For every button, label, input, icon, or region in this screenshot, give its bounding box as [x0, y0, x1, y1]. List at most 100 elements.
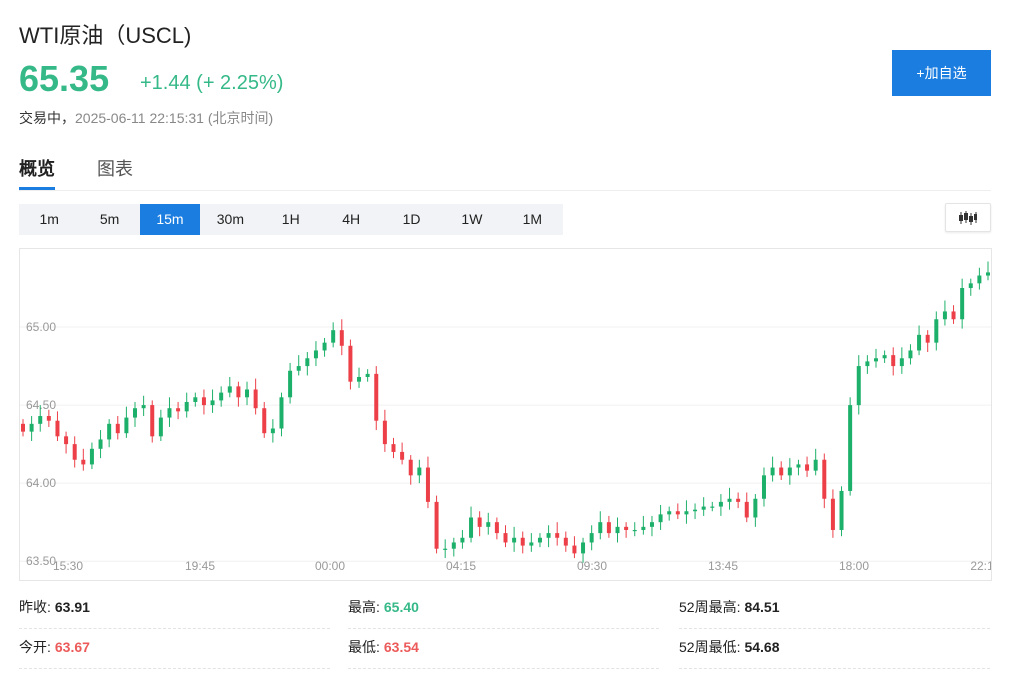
- period-15m[interactable]: 15m: [139, 204, 201, 235]
- candle: [977, 267, 982, 290]
- candle: [469, 506, 474, 543]
- candle: [865, 355, 870, 374]
- candle: [434, 495, 439, 554]
- candle: [796, 459, 801, 476]
- candle: [830, 489, 835, 538]
- candle: [779, 461, 784, 481]
- stat-label: 今开:: [19, 639, 51, 655]
- candle: [882, 350, 887, 363]
- stat-open: 今开: 63.67: [19, 629, 330, 669]
- chart-type-button[interactable]: [945, 203, 991, 232]
- tab-chart[interactable]: 图表: [97, 159, 133, 179]
- x-tick-label: 18:00: [839, 559, 869, 573]
- stat-label: 最低:: [348, 639, 380, 655]
- candle: [641, 515, 646, 535]
- tab-overview[interactable]: 概览: [19, 155, 55, 190]
- stat-52w-high: 52周最高: 84.51: [679, 589, 990, 629]
- price-chart[interactable]: 65.00 64.50 64.00 63.50 15:30 19:45 00:00 04:15…: [19, 248, 992, 581]
- period-4h[interactable]: 4H: [342, 211, 361, 227]
- candle: [89, 442, 94, 470]
- candle: [313, 341, 318, 367]
- candle: [813, 448, 818, 476]
- timestamp: 2025-06-11 22:15:31 (北京时间): [75, 110, 274, 126]
- trading-status: 交易中，2025-06-11 22:15:31 (北京时间): [19, 108, 273, 128]
- stat-value: 54.68: [744, 639, 780, 655]
- period-1h[interactable]: 1H: [281, 211, 300, 227]
- period-1w[interactable]: 1W: [461, 211, 483, 227]
- period-1m[interactable]: 1m: [39, 211, 59, 227]
- candle: [339, 319, 344, 356]
- candle: [667, 506, 672, 521]
- period-1d[interactable]: 1D: [402, 211, 421, 227]
- candle: [400, 442, 405, 465]
- candle: [365, 369, 370, 382]
- candle: [693, 503, 698, 520]
- candle: [72, 436, 77, 468]
- candle: [736, 492, 741, 509]
- candle: [873, 348, 878, 368]
- candle: [176, 401, 181, 420]
- candle: [701, 497, 706, 516]
- candle: [391, 437, 396, 459]
- candle: [348, 339, 353, 390]
- y-tick-label: 65.00: [26, 320, 56, 334]
- candle: [555, 522, 560, 546]
- candle: [529, 533, 534, 552]
- candle: [839, 486, 844, 537]
- candle: [546, 525, 551, 548]
- candle: [382, 409, 387, 452]
- candle: [417, 459, 422, 484]
- x-tick-label: 04:15: [446, 559, 476, 573]
- period-selector: 1m 5m 15m 30m 1H 4H 1D 1W 1M: [19, 204, 563, 235]
- y-tick-label: 63.50: [26, 554, 56, 568]
- candle: [494, 517, 499, 540]
- x-tick-label: 22:1: [970, 559, 992, 573]
- candle: [563, 531, 568, 552]
- candle: [856, 355, 861, 415]
- candle: [322, 337, 327, 357]
- candle: [55, 411, 60, 441]
- candle: [107, 419, 112, 448]
- candle: [408, 455, 413, 485]
- candle: [201, 389, 206, 415]
- candle: [460, 529, 465, 549]
- stat-label: 52周最高:: [679, 599, 741, 615]
- candle: [537, 533, 542, 548]
- candle: [253, 378, 258, 415]
- candle: [141, 395, 146, 417]
- candle: [503, 525, 508, 548]
- x-tick-label: 13:45: [708, 559, 738, 573]
- period-1mo[interactable]: 1M: [522, 211, 543, 227]
- stat-value: 84.51: [744, 599, 780, 615]
- candle: [986, 261, 990, 281]
- candle: [46, 409, 51, 427]
- page-title: WTI原油（USCL): [19, 23, 192, 48]
- candle: [305, 352, 310, 376]
- candle: [925, 330, 930, 353]
- candle: [158, 409, 163, 441]
- candle: [744, 492, 749, 523]
- candle: [124, 406, 129, 438]
- y-tick-label: 64.00: [26, 476, 56, 490]
- candle: [451, 537, 456, 557]
- candle: [727, 487, 732, 510]
- add-watchlist-button[interactable]: +加自选: [892, 50, 991, 96]
- candle: [632, 522, 637, 537]
- candle: [98, 430, 103, 459]
- candle: [684, 500, 689, 524]
- period-5m[interactable]: 5m: [99, 211, 120, 227]
- x-tick-label: 19:45: [185, 559, 215, 573]
- candle: [917, 325, 922, 356]
- candle: [133, 401, 138, 427]
- candle: [115, 416, 120, 440]
- y-tick-label: 64.50: [26, 398, 56, 412]
- stat-value: 63.54: [383, 639, 419, 655]
- candle: [236, 381, 241, 407]
- candle: [606, 515, 611, 538]
- candle: [675, 503, 680, 520]
- candle: [520, 531, 525, 554]
- stat-high: 最高: 65.40: [348, 589, 659, 629]
- candle: [374, 366, 379, 431]
- stat-label: 最高:: [348, 599, 380, 615]
- period-30m[interactable]: 30m: [216, 211, 244, 227]
